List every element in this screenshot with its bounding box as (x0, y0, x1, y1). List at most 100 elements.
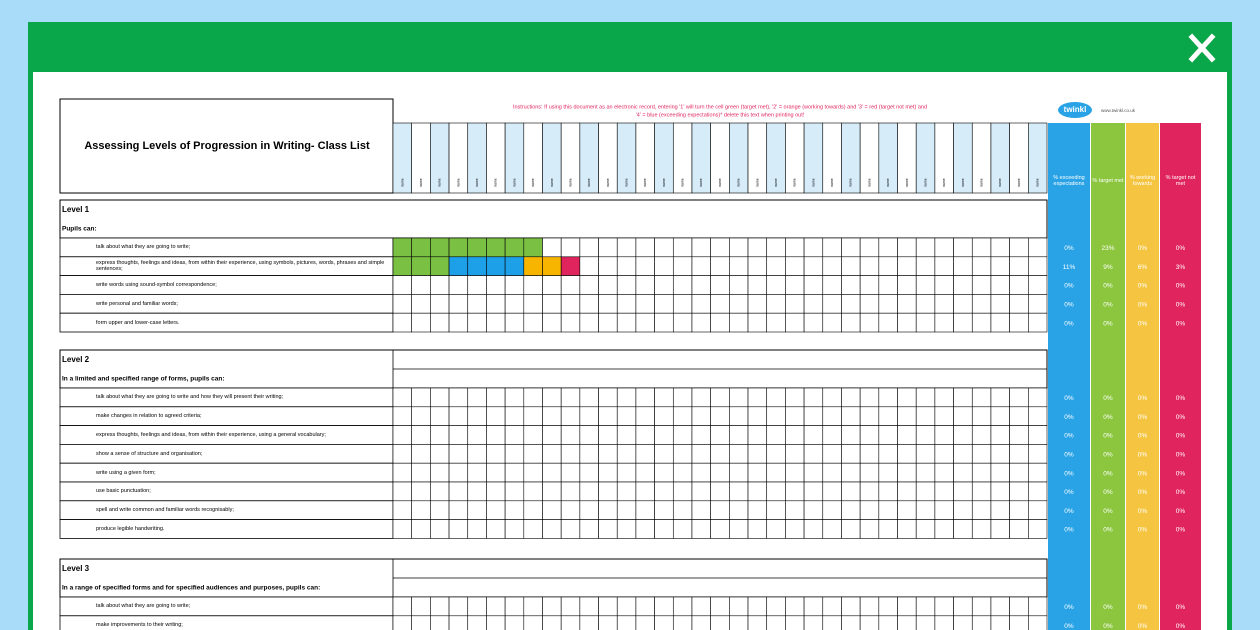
stat-value: 0% (1103, 604, 1113, 611)
empty-cell (1028, 425, 1048, 445)
empty-cell (766, 500, 786, 520)
empty-cell (934, 481, 954, 502)
empty-cell (448, 519, 469, 539)
empty-cell (1009, 481, 1029, 502)
student-name: name (830, 178, 834, 187)
empty-cell (560, 294, 581, 314)
empty-cell (803, 256, 824, 276)
empty-cell (467, 500, 487, 520)
entry-cell (486, 256, 506, 276)
student-name: name (587, 178, 591, 187)
item-text: write words using sound-symbol correspon… (96, 276, 391, 295)
item-text-text: make improvements to their writing; (96, 622, 183, 629)
empty-cell (785, 596, 805, 617)
empty-cell (971, 425, 992, 445)
empty-cell (616, 294, 637, 314)
empty-cell (542, 294, 562, 314)
empty-cell (1028, 481, 1048, 502)
empty-cell (579, 275, 599, 295)
item-text-text: talk about what they are going to write … (96, 394, 284, 401)
item-text: talk about what they are going to write … (96, 388, 391, 407)
empty-cell (448, 275, 469, 295)
empty-cell (654, 596, 674, 617)
empty-cell (504, 275, 525, 295)
entry-cell (411, 237, 431, 258)
student-name: name (643, 178, 647, 187)
empty-cell (523, 500, 543, 520)
empty-cell (897, 519, 917, 539)
empty-cell (971, 312, 992, 333)
empty-cell (1028, 462, 1048, 483)
empty-cell (467, 519, 487, 539)
empty-cell (822, 275, 842, 295)
empty-cell (934, 237, 954, 258)
empty-cell (822, 519, 842, 539)
empty-cell (766, 444, 786, 464)
empty-cell (560, 312, 581, 333)
empty-cell (803, 462, 824, 483)
empty-cell (803, 481, 824, 502)
empty-cell (654, 406, 674, 426)
empty-cell (486, 519, 506, 539)
empty-cell (430, 444, 450, 464)
empty-cell (598, 406, 618, 426)
empty-cell (616, 237, 637, 258)
empty-cell (915, 425, 936, 445)
stat-column (1126, 123, 1159, 630)
student-name: name (867, 178, 871, 187)
empty-cell (635, 294, 655, 314)
empty-cell (766, 256, 786, 276)
stat-value: 0% (1138, 302, 1148, 309)
empty-cell (616, 312, 637, 333)
empty-cell (542, 387, 562, 408)
empty-cell (654, 312, 674, 333)
empty-cell (430, 275, 450, 295)
student-name: name (737, 178, 741, 187)
empty-cell (523, 406, 543, 426)
stat-header-text: % exceeding expectations (1053, 175, 1085, 187)
empty-cell (542, 425, 562, 445)
empty-cell (448, 294, 469, 314)
empty-cell (486, 500, 506, 520)
student-name: name (980, 178, 984, 187)
empty-cell (542, 500, 562, 520)
empty-cell (729, 256, 749, 276)
empty-cell (635, 615, 655, 630)
empty-cell (598, 425, 618, 445)
item-text-box: talk about what they are going to write; (96, 603, 190, 609)
empty-cell (504, 294, 525, 314)
empty-cell (691, 387, 711, 408)
empty-cell (878, 444, 898, 464)
stat-value: 0% (1064, 245, 1074, 252)
empty-cell (785, 500, 805, 520)
empty-cell (803, 294, 824, 314)
empty-cell (504, 500, 525, 520)
empty-cell (411, 481, 431, 502)
empty-cell (448, 615, 469, 630)
stat-value: 0% (1103, 452, 1113, 459)
stat-value: 0% (1103, 302, 1113, 309)
empty-cell (822, 615, 842, 630)
empty-cell (448, 425, 469, 445)
empty-cell (803, 275, 824, 295)
empty-cell (1009, 406, 1029, 426)
empty-cell (691, 425, 711, 445)
item-text: produce legible handwriting. (96, 520, 391, 539)
empty-cell (467, 294, 487, 314)
empty-cell (616, 481, 637, 502)
empty-cell (1028, 615, 1048, 630)
empty-cell (990, 596, 1010, 617)
empty-cell (803, 615, 824, 630)
empty-cell (971, 481, 992, 502)
empty-cell (430, 615, 450, 630)
empty-cell (560, 615, 581, 630)
stat-value: 0% (1176, 527, 1186, 534)
empty-cell (878, 500, 898, 520)
entry-cell (430, 237, 450, 258)
empty-cell (710, 312, 730, 333)
empty-cell (971, 294, 992, 314)
empty-cell (897, 462, 917, 483)
empty-cell (579, 462, 599, 483)
empty-cell (897, 256, 917, 276)
close-button[interactable] (1188, 33, 1216, 63)
